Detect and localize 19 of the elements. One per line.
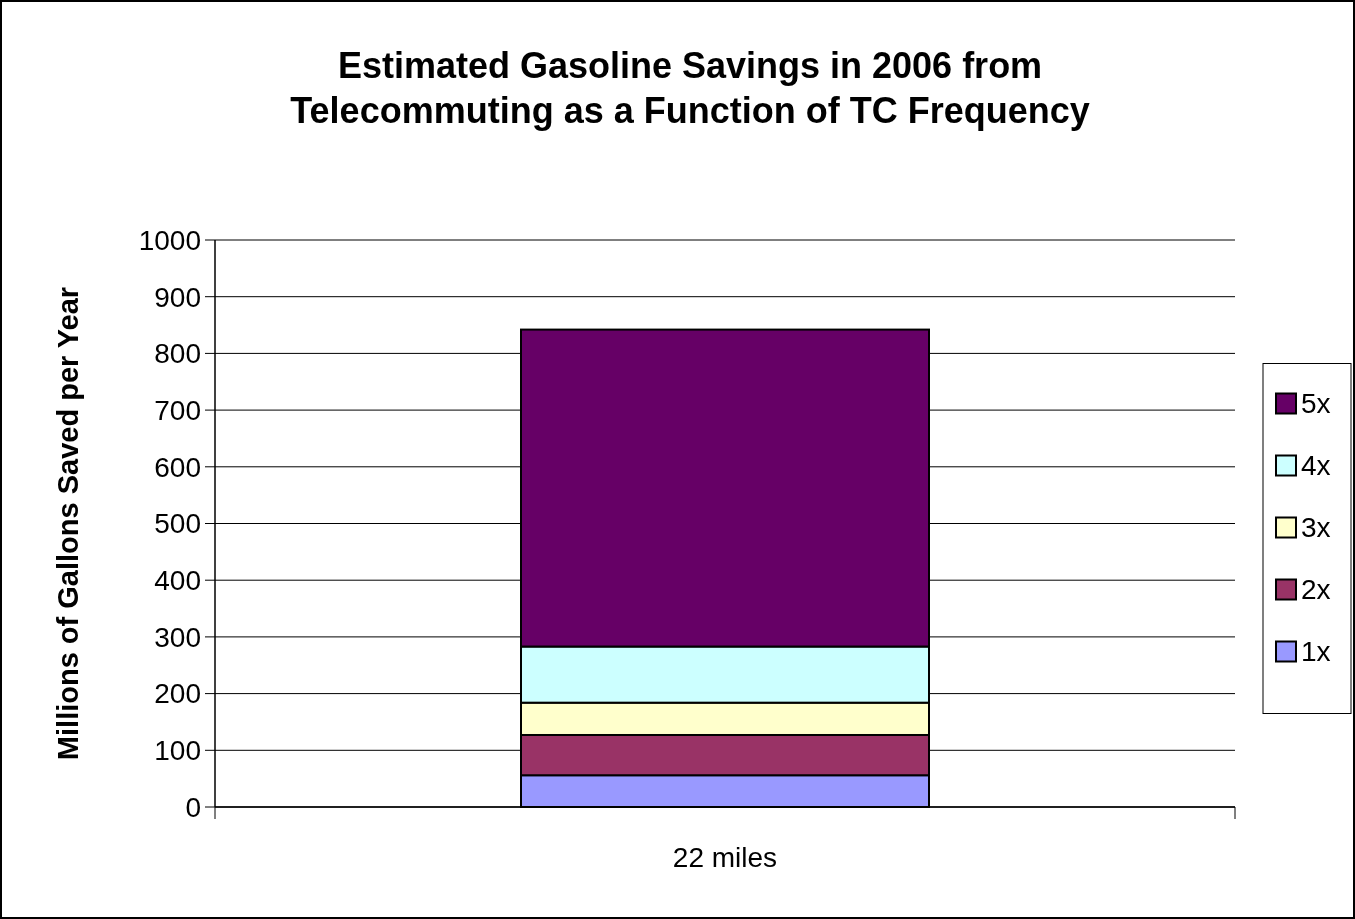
y-tick-label: 300 [154, 621, 201, 653]
y-tick-label: 200 [154, 678, 201, 710]
y-tick-label: 100 [154, 735, 201, 767]
y-tick-label: 900 [154, 281, 201, 313]
y-tick-label: 0 [185, 791, 201, 823]
x-tick-label: 22 miles [672, 842, 778, 873]
legend-label: 1x [1301, 636, 1331, 668]
y-tick-label: 600 [154, 451, 201, 483]
y-tick-label: 800 [154, 338, 201, 370]
y-tick-label: 700 [154, 394, 201, 426]
legend-label: 5x [1301, 388, 1331, 420]
legend-label: 2x [1301, 574, 1331, 606]
legend-label: 4x [1301, 450, 1331, 482]
legend-label: 3x [1301, 512, 1331, 544]
y-tick-label: 1000 [138, 224, 201, 256]
y-axis-title: Millions of Gallons Saved per Year [52, 286, 84, 761]
y-tick-label: 500 [154, 508, 201, 540]
chart-title: Estimated Gasoline Savings in 2006 from Telecommuting as a Function of TC Frequency [290, 45, 1090, 131]
y-tick-label: 400 [154, 565, 201, 596]
